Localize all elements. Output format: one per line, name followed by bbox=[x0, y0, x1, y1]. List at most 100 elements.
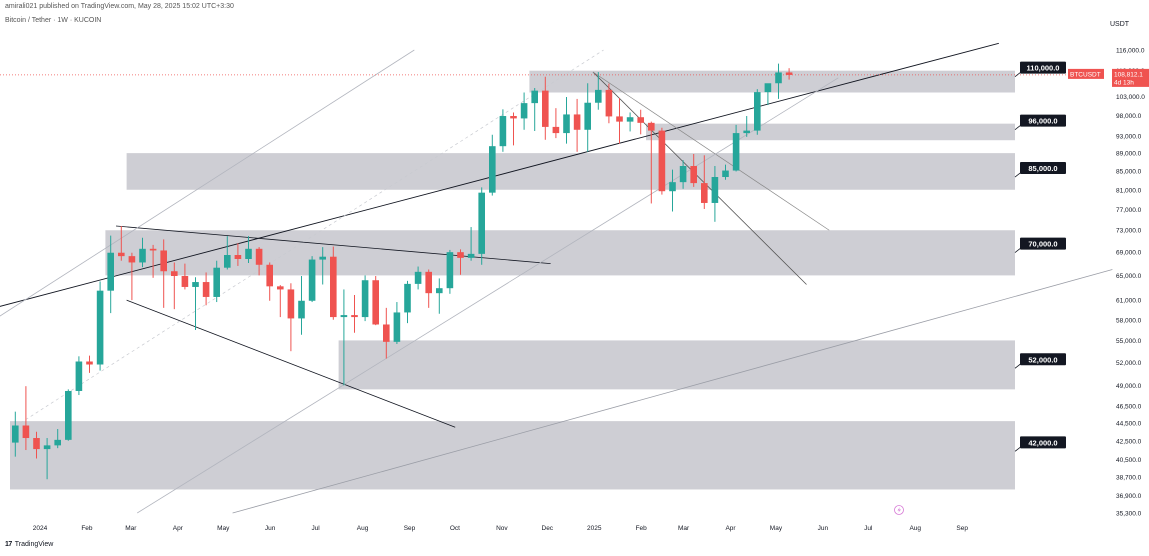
candle-body bbox=[107, 252, 114, 291]
y-tick-label: 52,000.0 bbox=[1116, 360, 1142, 367]
candle-body bbox=[213, 267, 220, 297]
candle bbox=[340, 289, 348, 386]
candle bbox=[361, 275, 369, 322]
candle-body bbox=[202, 282, 210, 297]
callout-box bbox=[1020, 237, 1066, 250]
candle-body bbox=[351, 315, 358, 318]
candle bbox=[65, 389, 72, 441]
candle-body bbox=[383, 324, 390, 342]
x-tick-label: Jul bbox=[864, 525, 873, 532]
last-price-label: BTCUSDT 108,812.14d 13h bbox=[1068, 68, 1149, 87]
candle bbox=[266, 262, 273, 301]
candle-body bbox=[330, 256, 337, 318]
y-tick-label: 89,000.0 bbox=[1116, 151, 1142, 158]
candle bbox=[573, 98, 581, 152]
candle bbox=[86, 355, 93, 373]
candle bbox=[563, 97, 570, 144]
candle bbox=[584, 83, 591, 152]
candle bbox=[754, 89, 761, 135]
y-tick-label: 58,000.0 bbox=[1116, 317, 1142, 324]
y-tick-label: 49,000.0 bbox=[1116, 383, 1142, 390]
candle bbox=[33, 431, 40, 459]
candle bbox=[277, 285, 284, 318]
x-tick-label: Feb bbox=[81, 525, 93, 532]
candle-body bbox=[12, 425, 19, 443]
candle bbox=[319, 247, 326, 285]
long-support-line bbox=[232, 269, 1113, 514]
candle-body bbox=[467, 253, 475, 258]
candle-body bbox=[743, 130, 750, 134]
y-tick-label: 61,000.0 bbox=[1116, 298, 1142, 305]
candle bbox=[245, 236, 252, 264]
rising-channel-midline bbox=[20, 49, 604, 424]
candle-body bbox=[542, 90, 549, 127]
y-tick-label: 77,000.0 bbox=[1116, 207, 1142, 214]
y-tick-label: 46,500.0 bbox=[1116, 403, 1142, 410]
candle bbox=[446, 249, 454, 294]
candle bbox=[414, 266, 422, 290]
candle-body bbox=[446, 252, 454, 289]
candle-body bbox=[584, 102, 591, 130]
candle-body bbox=[224, 254, 231, 268]
candle-body bbox=[96, 290, 104, 365]
x-tick-label: Apr bbox=[173, 525, 184, 532]
falling-channel-lower bbox=[592, 71, 807, 285]
candle bbox=[626, 112, 634, 132]
triangle-upper-line bbox=[115, 225, 551, 265]
candle bbox=[255, 247, 263, 276]
x-tick-label: Oct bbox=[450, 525, 460, 532]
candle bbox=[192, 277, 199, 330]
callout-box bbox=[1020, 162, 1066, 175]
candle bbox=[764, 83, 772, 106]
x-tick-label: May bbox=[770, 525, 783, 532]
published-caption: amirali021 published on TradingView.com,… bbox=[5, 3, 234, 10]
x-tick-label: Sep bbox=[956, 525, 968, 532]
candle-body bbox=[701, 183, 708, 203]
candle-body bbox=[372, 280, 379, 325]
candle bbox=[775, 63, 782, 99]
trendlines-layer bbox=[0, 42, 1113, 514]
candle bbox=[499, 109, 507, 152]
candle-body bbox=[340, 315, 348, 318]
candle bbox=[542, 76, 549, 140]
symbol-tag: BTCUSDT bbox=[1070, 71, 1101, 78]
x-tick-label: Feb bbox=[636, 525, 648, 532]
candle bbox=[690, 153, 697, 187]
candle-body bbox=[436, 288, 443, 294]
y-tick-label: 69,000.0 bbox=[1116, 250, 1142, 257]
candle-body bbox=[499, 116, 507, 147]
candle-body bbox=[595, 89, 602, 103]
y-tick-label: 116,000.0 bbox=[1116, 48, 1145, 55]
x-tick-label: Apr bbox=[725, 525, 736, 532]
candle-body bbox=[711, 177, 719, 203]
candle-body bbox=[775, 72, 782, 84]
candle-body bbox=[679, 166, 687, 183]
level-callout: 42,000.0 bbox=[1014, 436, 1066, 452]
candle bbox=[308, 256, 316, 303]
callout-box bbox=[1020, 61, 1066, 74]
candle-body bbox=[192, 282, 199, 287]
candle bbox=[181, 263, 189, 290]
candle-body bbox=[563, 114, 570, 134]
triangle-lower-line bbox=[126, 299, 456, 428]
candle bbox=[425, 269, 432, 308]
candle bbox=[531, 88, 538, 132]
candle-body bbox=[637, 117, 644, 123]
candle-body bbox=[139, 248, 146, 263]
candle-body bbox=[531, 90, 538, 104]
candle-body bbox=[298, 300, 305, 319]
y-tick-label: 40,500.0 bbox=[1116, 457, 1142, 464]
candle bbox=[330, 246, 337, 320]
candle bbox=[489, 134, 496, 196]
candle bbox=[732, 124, 740, 172]
event-marker-circle bbox=[894, 505, 904, 515]
candle bbox=[658, 127, 666, 195]
level-callout: 110,000.0 bbox=[1014, 61, 1066, 77]
candle bbox=[160, 239, 167, 308]
x-tick-label: Jul bbox=[311, 525, 320, 532]
candle-body bbox=[722, 170, 729, 178]
candle-body bbox=[489, 146, 496, 193]
level-callout: 52,000.0 bbox=[1014, 353, 1066, 369]
callout-label: 85,000.0 bbox=[1028, 164, 1057, 173]
